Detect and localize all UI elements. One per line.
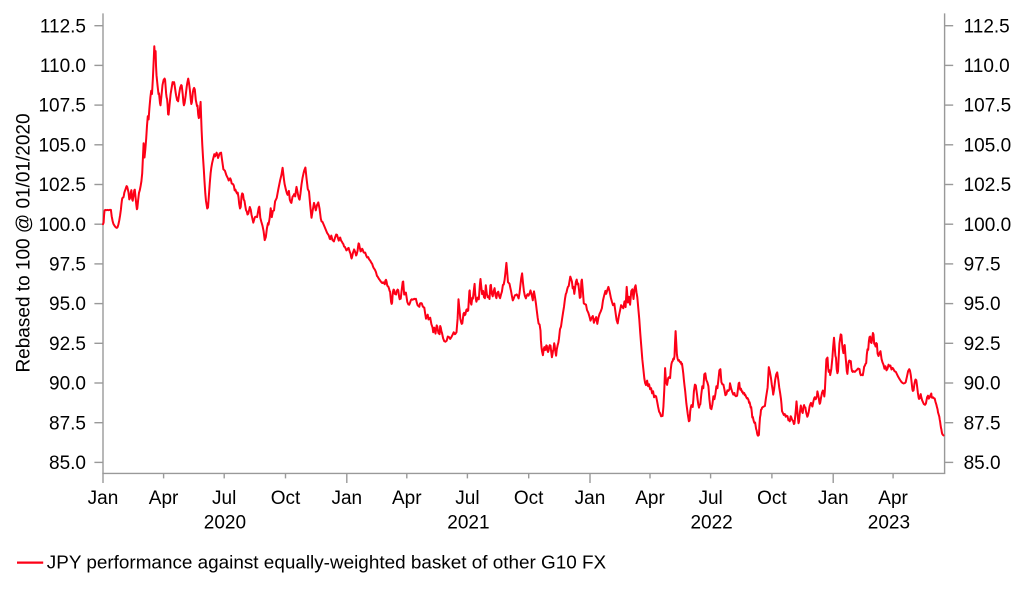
svg-text:92.5: 92.5 bbox=[964, 334, 1001, 355]
svg-text:JPY performance against equall: JPY performance against equally-weighted… bbox=[47, 553, 607, 574]
svg-text:100.0: 100.0 bbox=[38, 215, 86, 236]
svg-text:97.5: 97.5 bbox=[49, 255, 86, 276]
svg-text:Jan: Jan bbox=[818, 488, 849, 509]
svg-text:Jul: Jul bbox=[212, 488, 236, 509]
svg-text:90.0: 90.0 bbox=[964, 374, 1001, 395]
svg-text:Oct: Oct bbox=[757, 488, 787, 509]
svg-text:85.0: 85.0 bbox=[964, 453, 1001, 474]
svg-text:Jan: Jan bbox=[575, 488, 606, 509]
svg-text:102.5: 102.5 bbox=[964, 175, 1012, 196]
svg-text:Apr: Apr bbox=[635, 488, 665, 509]
svg-text:Rebased to 100 @ 01/01/2020: Rebased to 100 @ 01/01/2020 bbox=[13, 113, 34, 372]
svg-text:105.0: 105.0 bbox=[964, 135, 1012, 156]
svg-text:102.5: 102.5 bbox=[38, 175, 86, 196]
svg-text:Jul: Jul bbox=[455, 488, 479, 509]
svg-text:Oct: Oct bbox=[271, 488, 301, 509]
svg-text:112.5: 112.5 bbox=[40, 16, 86, 37]
svg-text:85.0: 85.0 bbox=[49, 453, 86, 474]
svg-text:95.0: 95.0 bbox=[49, 294, 86, 315]
svg-text:107.5: 107.5 bbox=[964, 96, 1012, 117]
svg-text:95.0: 95.0 bbox=[964, 294, 1001, 315]
svg-text:100.0: 100.0 bbox=[964, 215, 1012, 236]
svg-text:Jan: Jan bbox=[88, 488, 119, 509]
svg-text:Apr: Apr bbox=[878, 488, 908, 509]
svg-text:2021: 2021 bbox=[447, 512, 489, 533]
svg-text:90.0: 90.0 bbox=[49, 374, 86, 395]
svg-text:110.0: 110.0 bbox=[40, 56, 86, 77]
svg-text:105.0: 105.0 bbox=[38, 135, 86, 156]
svg-text:110.0: 110.0 bbox=[964, 56, 1010, 77]
svg-text:2020: 2020 bbox=[204, 512, 246, 533]
svg-text:92.5: 92.5 bbox=[49, 334, 86, 355]
svg-text:Apr: Apr bbox=[149, 488, 179, 509]
svg-text:Apr: Apr bbox=[392, 488, 422, 509]
svg-text:Jan: Jan bbox=[331, 488, 362, 509]
svg-text:97.5: 97.5 bbox=[964, 255, 1001, 276]
svg-text:Oct: Oct bbox=[514, 488, 544, 509]
svg-text:Jul: Jul bbox=[698, 488, 722, 509]
svg-text:87.5: 87.5 bbox=[964, 413, 1001, 434]
svg-text:87.5: 87.5 bbox=[49, 413, 86, 434]
svg-text:107.5: 107.5 bbox=[38, 96, 86, 117]
svg-text:2022: 2022 bbox=[690, 512, 732, 533]
svg-text:2023: 2023 bbox=[868, 512, 910, 533]
svg-text:112.5: 112.5 bbox=[964, 16, 1010, 37]
